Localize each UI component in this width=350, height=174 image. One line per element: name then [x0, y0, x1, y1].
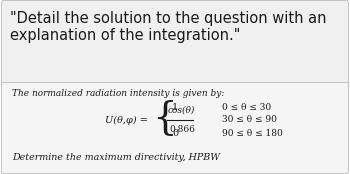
Text: U(θ,φ) =: U(θ,φ) =: [105, 115, 148, 125]
Text: "Detail the solution to the question with an: "Detail the solution to the question wit…: [10, 11, 327, 26]
Text: 0: 0: [172, 129, 178, 137]
Text: 0 ≤ θ ≤ 30: 0 ≤ θ ≤ 30: [222, 102, 271, 112]
FancyBboxPatch shape: [1, 82, 349, 173]
Text: 90 ≤ θ ≤ 180: 90 ≤ θ ≤ 180: [222, 129, 283, 137]
Text: 30 ≤ θ ≤ 90: 30 ≤ θ ≤ 90: [222, 116, 277, 125]
Text: 1: 1: [172, 102, 178, 112]
Text: Determine the maximum directivity, HPBW: Determine the maximum directivity, HPBW: [12, 153, 220, 163]
Text: The normalized radiation intensity is given by:: The normalized radiation intensity is gi…: [12, 89, 224, 98]
Text: cos(θ): cos(θ): [168, 106, 195, 115]
FancyBboxPatch shape: [1, 1, 349, 85]
Text: explanation of the integration.": explanation of the integration.": [10, 28, 240, 43]
Text: 0.866: 0.866: [169, 125, 195, 134]
Text: {: {: [152, 101, 177, 137]
